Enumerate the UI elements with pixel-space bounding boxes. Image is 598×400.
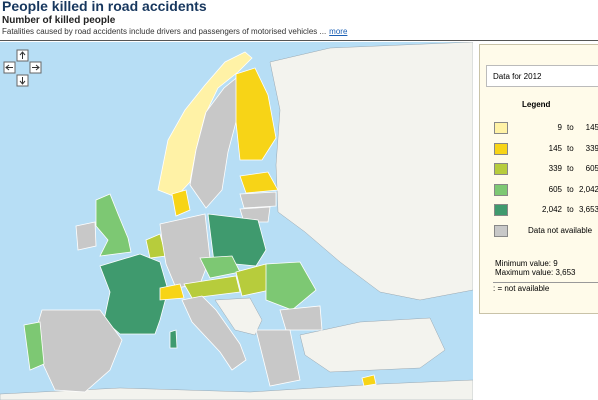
country[interactable] (207, 213, 267, 267)
range-from: 145 (548, 143, 562, 153)
range-from: 2,042 (541, 205, 562, 214)
country[interactable] (239, 171, 279, 194)
country[interactable] (279, 305, 323, 331)
country[interactable] (361, 374, 377, 387)
country[interactable] (239, 191, 277, 209)
legend-swatch (494, 204, 508, 216)
legend-swatch (494, 142, 508, 155)
map[interactable] (0, 42, 473, 400)
note: : = not available (493, 282, 598, 293)
header: People killed in road accidents Number o… (0, 0, 598, 41)
country[interactable] (265, 261, 317, 311)
country[interactable] (99, 253, 169, 335)
country[interactable] (235, 67, 277, 161)
range-from: 339 (548, 164, 562, 173)
description: Fatalities caused by road accidents incl… (2, 27, 327, 36)
land (269, 42, 473, 301)
land (0, 379, 473, 400)
legend-swatch (494, 122, 508, 134)
range-connector: to (567, 123, 574, 132)
land (214, 297, 263, 336)
legend-row: 145 to 339 (494, 142, 598, 157)
minimum: Minimum value: 9 (495, 259, 558, 268)
country[interactable] (95, 193, 132, 257)
country[interactable] (171, 189, 191, 217)
min-max: Minimum value: 9 Maximum value: 3,653 (495, 259, 575, 277)
legend-row: Data not available (494, 224, 598, 239)
range-connector: to (567, 205, 574, 214)
range-from: 9 (557, 123, 562, 132)
legend-panel: Data for 2012 Legend 9 to 145 145 to 339 339 to… (479, 44, 598, 314)
country[interactable] (169, 329, 178, 349)
range-connector: to (567, 184, 574, 194)
arrows (5, 51, 40, 85)
data-year: Data for 2012 (486, 65, 598, 87)
legend-row: 339 to 605 (494, 163, 598, 177)
navigation (3, 49, 42, 87)
country[interactable] (183, 275, 241, 299)
country[interactable] (239, 206, 271, 223)
legend-swatch (494, 163, 508, 175)
legend-swatch (494, 224, 508, 237)
range-to: 3,653 (578, 205, 598, 214)
country[interactable] (157, 51, 253, 198)
legend-row: 605 to 2,042 (494, 183, 598, 198)
country[interactable] (255, 329, 301, 387)
range-from: 605 (548, 184, 562, 194)
range-to: 339 (585, 143, 598, 153)
description-line: Fatalities caused by road accidents incl… (2, 27, 347, 36)
country[interactable] (159, 283, 185, 301)
range-connector: to (567, 164, 574, 173)
legend-row: 2,042 to 3,653 (494, 204, 598, 218)
country[interactable] (75, 221, 97, 251)
country[interactable] (23, 321, 45, 371)
legend-swatch (494, 183, 508, 196)
range-to: 605 (585, 164, 598, 173)
range-to: 2,042 (578, 184, 598, 194)
legend-row: 9 to 145 (494, 122, 598, 136)
range-to: 145 (585, 123, 598, 132)
land (299, 317, 446, 373)
more-link[interactable]: more (329, 27, 348, 36)
not-available: Data not available (528, 225, 593, 235)
subtitle: Number of killed people (2, 15, 116, 26)
legend-title: Legend (522, 100, 551, 109)
maximum: Maximum value: 3,653 (495, 268, 576, 277)
title: People killed in road accidents (2, 0, 207, 14)
country[interactable] (181, 295, 247, 371)
range-connector: to (567, 143, 574, 153)
